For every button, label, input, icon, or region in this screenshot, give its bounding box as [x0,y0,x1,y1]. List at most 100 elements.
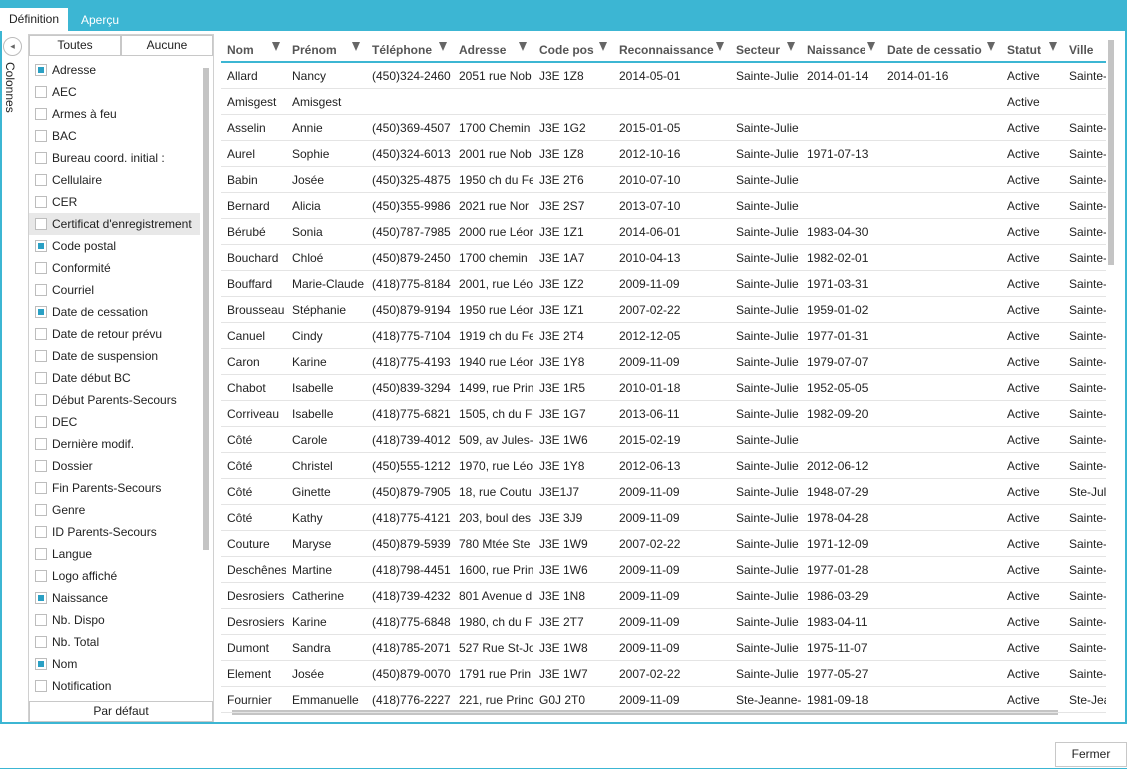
cell: 203, boul des [459,511,532,525]
checkbox[interactable] [35,350,47,362]
select-all-button[interactable]: Toutes [29,35,121,56]
checkbox[interactable] [35,218,47,230]
cell: Sainte- [1069,147,1106,161]
checkbox[interactable] [35,680,47,692]
column-option[interactable]: Armes à feu [29,103,200,125]
checkbox[interactable] [35,262,47,274]
checkbox[interactable] [35,328,47,340]
column-option[interactable]: Genre [29,499,200,521]
checkbox[interactable] [35,196,47,208]
column-option[interactable]: Dernière modif. [29,433,200,455]
column-option[interactable]: Code postal [29,235,200,257]
filter-icon[interactable] [272,42,280,51]
default-button[interactable]: Par défaut [29,701,213,722]
checkbox[interactable] [35,108,47,120]
cell [801,167,881,193]
checkbox[interactable] [35,658,47,670]
column-header[interactable]: Code pos [539,43,594,57]
column-header[interactable]: Naissance [807,43,865,57]
column-option[interactable]: Dossier [29,455,200,477]
grid-vscroll[interactable] [1108,40,1114,265]
checkbox[interactable] [35,592,47,604]
close-button[interactable]: Fermer [1055,742,1127,767]
cell: 1700 chemin [459,251,528,265]
checkbox[interactable] [35,460,47,472]
column-option[interactable]: Date de retour prévu [29,323,200,345]
column-header[interactable]: Date de cessatio [887,43,982,57]
column-header[interactable]: Téléphone [372,43,433,57]
checkbox[interactable] [35,482,47,494]
column-option[interactable]: ID Parents-Secours [29,521,200,543]
column-header[interactable]: Reconnaissance [619,43,714,57]
checkbox[interactable] [35,394,47,406]
column-header[interactable]: Secteur [736,43,781,57]
column-header[interactable]: Nom [227,43,254,57]
column-option[interactable]: Bureau coord. initial : [29,147,200,169]
column-option[interactable]: Nom [29,653,200,675]
checkbox[interactable] [35,174,47,186]
filter-icon[interactable] [867,42,875,51]
checkbox[interactable] [35,86,47,98]
column-option[interactable]: Conformité [29,257,200,279]
checkbox[interactable] [35,636,47,648]
column-option[interactable]: Nb. Dispo [29,609,200,631]
filter-icon[interactable] [1049,42,1057,51]
filter-icon[interactable] [519,42,527,51]
filter-icon[interactable] [352,42,360,51]
checkbox[interactable] [35,416,47,428]
filter-icon[interactable] [716,42,724,51]
column-option[interactable]: Courriel [29,279,200,301]
cell: J3E 1W6 [539,563,588,577]
checkbox[interactable] [35,306,47,318]
checkbox[interactable] [35,372,47,384]
column-option[interactable]: Nb. Total [29,631,200,653]
checkbox[interactable] [35,240,47,252]
column-option[interactable]: Date de suspension [29,345,200,367]
column-option[interactable]: Date de cessation [29,301,200,323]
column-option[interactable]: Fin Parents-Secours [29,477,200,499]
cell: 2007-02-22 [619,303,681,317]
cell: Asselin [227,121,266,135]
checkbox[interactable] [35,526,47,538]
column-option[interactable]: Certificat d'enregistrement [29,213,200,235]
side-label[interactable]: Colonnes [3,62,17,113]
column-option[interactable]: Début Parents-Secours [29,389,200,411]
column-option[interactable]: BAC [29,125,200,147]
column-header[interactable]: Ville [1069,43,1094,57]
checkbox[interactable] [35,438,47,450]
column-option[interactable]: Naissance [29,587,200,609]
cell: 2000 rue Léor [459,225,533,239]
tab[interactable]: Aperçu [81,13,120,27]
tab[interactable]: Définition [0,8,69,31]
checkbox[interactable] [35,130,47,142]
column-option[interactable]: Cellulaire [29,169,200,191]
filter-icon[interactable] [439,42,447,51]
checkbox[interactable] [35,570,47,582]
checkbox[interactable] [35,284,47,296]
cell: Active [1007,147,1040,161]
select-none-button[interactable]: Aucune [121,35,213,56]
cell: Sainte- [1069,511,1106,525]
column-header[interactable]: Adresse [459,43,507,57]
column-option[interactable]: AEC [29,81,200,103]
column-option[interactable]: Notification [29,675,200,697]
checkbox[interactable] [35,152,47,164]
filter-icon[interactable] [787,42,795,51]
column-option[interactable]: Date début BC [29,367,200,389]
column-option[interactable]: Adresse [29,59,200,81]
checkbox[interactable] [35,548,47,560]
picker-scrollbar[interactable] [203,68,209,550]
checkbox[interactable] [35,64,47,76]
column-option[interactable]: Langue [29,543,200,565]
column-header[interactable]: Prénom [292,43,337,57]
checkbox[interactable] [35,614,47,626]
filter-icon[interactable] [987,42,995,51]
column-option[interactable]: CER [29,191,200,213]
collapse-button[interactable]: ◂ [3,37,22,56]
cell: Deschênes [227,563,286,577]
checkbox[interactable] [35,504,47,516]
column-header[interactable]: Statut [1007,43,1041,57]
filter-icon[interactable] [599,42,607,51]
column-option[interactable]: DEC [29,411,200,433]
column-option[interactable]: Logo affiché [29,565,200,587]
